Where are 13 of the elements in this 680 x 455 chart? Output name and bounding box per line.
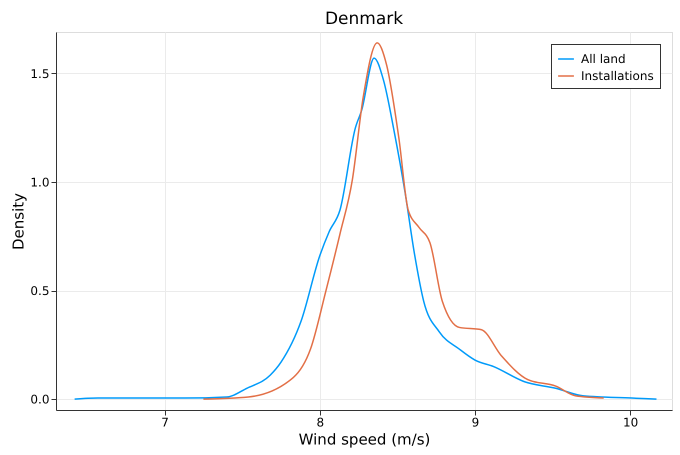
- legend-label: All land: [581, 52, 626, 66]
- y-tick-label: 1.0: [30, 175, 50, 190]
- y-tick-label: 0.0: [30, 392, 50, 407]
- y-axis-title: Density: [9, 192, 28, 250]
- x-tick-label: 9: [472, 416, 480, 430]
- y-tick-label: 0.5: [30, 284, 50, 298]
- x-axis-title: Wind speed (m/s): [298, 430, 430, 448]
- x-tick-label: 7: [161, 416, 169, 430]
- x-tick-label: 8: [316, 416, 324, 430]
- legend-label: Installations: [581, 69, 654, 83]
- chart-title: Denmark: [324, 9, 404, 29]
- y-tick-label: 1.5: [30, 66, 50, 81]
- x-tick-label: 10: [622, 416, 638, 430]
